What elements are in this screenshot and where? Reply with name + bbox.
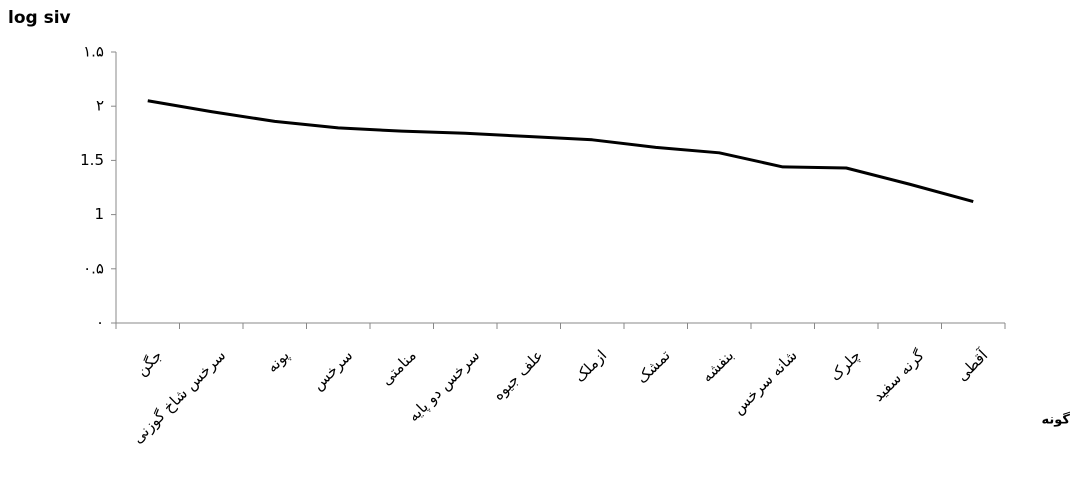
x-tick-label: گرنه سفید [869,346,928,405]
x-tick-label: تمشک [633,346,674,387]
x-axis-label: گونه [1042,412,1071,428]
y-tick-label: 1 [94,205,104,223]
x-tick-label: شانه سرخس [729,346,801,418]
x-tick-label: پونه [263,346,294,377]
y-tick-label: ۱.۵ [83,43,104,61]
x-tick-label: آقطی [953,346,992,385]
x-tick-label: منامتی [377,346,420,389]
x-tick-label: سرخس [309,346,357,394]
x-tick-label: ازملک [571,346,610,385]
y-tick-label: ۲ [96,97,104,115]
x-tick-label: بنفشه [698,346,737,385]
y-tick-label: ۰.۵ [83,259,104,277]
data-line [147,99,974,204]
y-axis-label: log siv [8,8,71,28]
y-tick-label: 1.5 [80,151,104,169]
x-tick-label: علف جیوه [489,346,547,404]
y-tick-label: ۰ [96,314,104,332]
x-tick-label: جگن [133,346,166,379]
x-tick-label: چلرک [826,346,864,384]
